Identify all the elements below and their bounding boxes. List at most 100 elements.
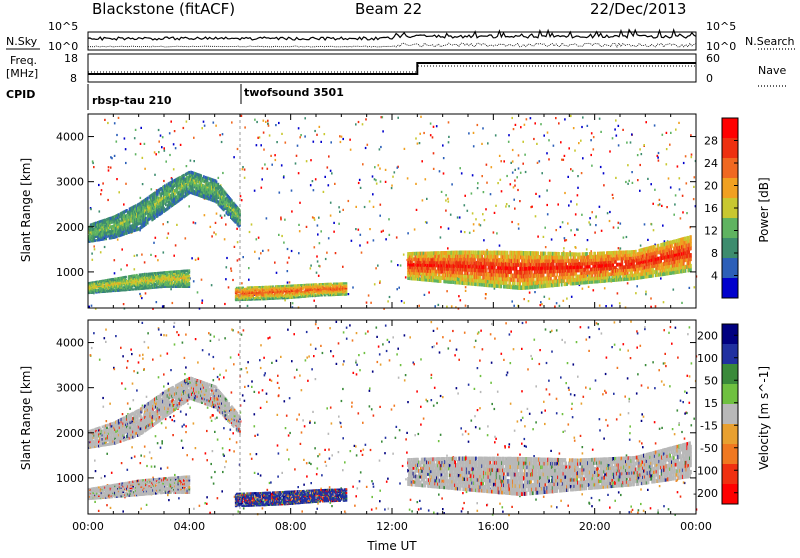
data-cell [540,301,542,303]
data-cell [373,239,375,241]
data-cell [647,239,649,241]
data-cell [183,174,185,177]
data-cell [193,160,195,162]
data-cell [132,288,134,290]
data-cell [666,206,668,208]
data-cell [318,275,320,277]
freq-traces [88,63,696,74]
data-cell [163,180,165,182]
data-cell [575,247,577,249]
data-cell [125,183,127,185]
freq-unit-label: [MHz] [6,67,38,80]
data-cell [381,231,383,233]
data-cell [442,144,444,146]
data-cell [333,231,335,233]
data-cell [603,172,605,174]
data-cell [240,195,242,197]
data-cell [144,143,146,145]
data-cell [440,236,442,238]
data-cell [623,237,625,239]
data-cell [644,223,646,225]
data-cell [338,223,340,225]
data-cell [134,268,136,270]
data-cell [689,287,691,289]
data-cell [563,159,565,161]
data-cell [355,228,357,230]
data-cell [254,251,256,253]
data-cell [645,121,647,123]
data-cell [467,210,469,212]
data-cell [333,222,335,224]
data-cell [590,154,592,156]
data-cell [374,166,376,168]
data-cell [580,140,582,142]
data-cell [564,192,566,194]
data-cell [248,279,250,281]
data-cell [118,117,120,119]
data-cell [482,213,484,215]
data-cell [512,172,514,174]
data-cell [99,210,101,212]
data-cell [627,164,629,166]
data-cell [267,168,269,170]
data-cell [231,199,233,202]
data-cell [318,217,320,219]
data-cell [312,216,314,218]
data-cell [477,187,479,189]
data-cell [612,137,614,139]
cpid-segment-1: rbsp-tau 210 [92,94,172,107]
data-cell [616,135,618,137]
data-cell [506,203,508,205]
data-cell [549,298,551,300]
data-cell [379,280,381,282]
data-cell [391,187,393,189]
data-cell [677,165,679,167]
data-cell [289,281,291,283]
data-cell [126,264,128,266]
data-cell [244,177,246,179]
data-cell [524,154,526,156]
data-cell [543,135,545,137]
data-cell [211,284,213,286]
data-cell [188,269,190,272]
data-cell [438,304,440,306]
data-cell [577,194,579,196]
data-cell [487,142,489,144]
data-cell [451,183,453,185]
data-cell [314,246,316,248]
data-cell [158,275,160,277]
data-cell [572,170,574,172]
data-cell [373,206,375,208]
data-cell [202,300,204,302]
data-cell [450,214,452,216]
data-cell [158,151,160,153]
data-cell [448,141,450,143]
data-cell [310,159,312,161]
data-cell [172,302,174,304]
noise-tick-right-top: 10^5 [706,20,736,33]
data-cell [548,139,550,141]
data-cell [560,226,562,228]
data-cell [599,206,601,208]
data-cell [619,302,621,304]
data-cell [663,301,665,303]
data-cell [330,141,332,143]
data-cell [202,184,204,187]
data-cell [367,241,369,243]
data-cell [662,134,664,136]
data-cell [123,232,125,235]
data-cell [144,168,146,170]
data-cell [686,182,688,184]
data-cell [530,117,532,119]
data-cell [174,130,176,132]
data-cell [534,291,536,293]
data-cell [632,182,634,184]
data-cell [414,228,416,230]
data-cell [446,306,448,308]
data-cell [298,252,300,254]
data-cell [650,183,652,185]
data-cell [242,166,244,168]
data-cell [276,272,278,274]
data-cell [618,144,620,146]
data-cell [385,181,387,183]
